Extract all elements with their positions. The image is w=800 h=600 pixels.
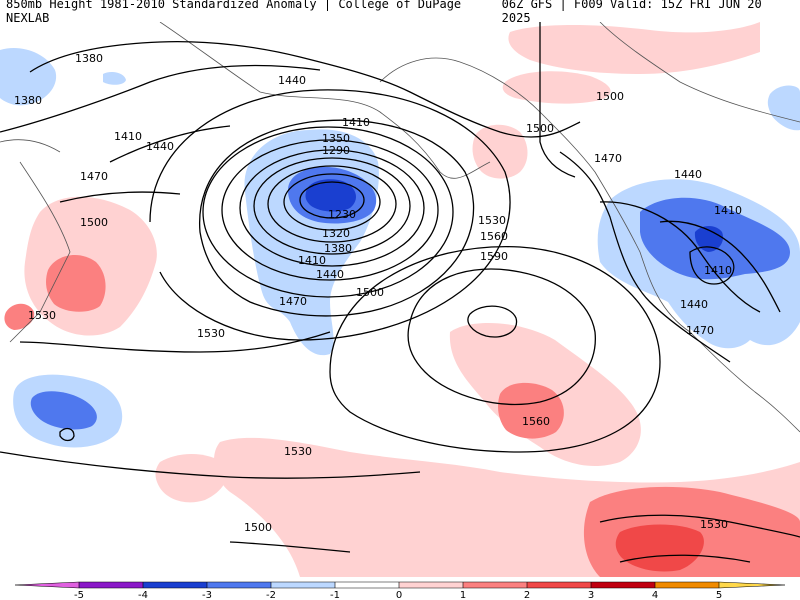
colorbar-swatch — [143, 582, 207, 588]
contour-label: 1440 — [316, 268, 344, 281]
colorbar-tick-label: 3 — [588, 590, 594, 600]
contour-label: 1590 — [480, 250, 508, 263]
colorbar-swatch — [591, 582, 655, 588]
map-header: 850mb Height 1981-2010 Standardized Anom… — [0, 0, 800, 25]
contour-label: 1560 — [480, 230, 508, 243]
pos-anomaly-subtropical-core — [498, 382, 564, 439]
pos-anomaly-west-pacific-core — [46, 255, 106, 312]
contour-label: 1470 — [686, 324, 714, 337]
colorbar-swatch — [335, 582, 399, 588]
pos-anomaly-gulf-alaska — [472, 124, 528, 179]
contour-label: 1320 — [322, 227, 350, 240]
colorbar-tick-label: 1 — [460, 590, 466, 600]
colorbar-tick-label: 5 — [716, 590, 722, 600]
map-canvas: 1380 1380 1440 1410 1440 1470 1410 1350 … — [0, 22, 800, 577]
pos-anomaly-japan — [4, 303, 35, 330]
contour-label: 1530 — [197, 327, 225, 340]
colorbar-cap-right — [719, 582, 785, 588]
colorbar-ticks: -5 -4 -3 -2 -1 0 1 2 3 4 5 — [74, 582, 722, 600]
contour-label: 1350 — [322, 132, 350, 145]
colorbar-tick-label: -5 — [74, 590, 84, 600]
neg-anomaly-southwest-core — [30, 391, 97, 430]
contour-label: 1230 — [328, 208, 356, 221]
contour-label: 1410 — [704, 264, 732, 277]
contour-label: 1380 — [324, 242, 352, 255]
colorbar-tick-label: -3 — [202, 590, 212, 600]
contour-label: 1380 — [75, 52, 103, 65]
neg-anomaly-pacific-low — [244, 129, 379, 356]
colorbar-swatch — [463, 582, 527, 588]
anomaly-colorbar: -5 -4 -3 -2 -1 0 1 2 3 4 5 — [0, 577, 800, 600]
contour-label: 1500 — [596, 90, 624, 103]
contour-label: 1440 — [680, 298, 708, 311]
contour-label: 1440 — [278, 74, 306, 87]
contour-label: 1500 — [526, 122, 554, 135]
contour-label: 1440 — [146, 140, 174, 153]
colorbar-tick-label: 2 — [524, 590, 530, 600]
contour-label: 1470 — [594, 152, 622, 165]
colorbar-swatch — [271, 582, 335, 588]
colorbar-swatch — [399, 582, 463, 588]
neg-anomaly-west-edge-2 — [103, 72, 126, 85]
neg-anomaly-west-edge — [0, 48, 57, 106]
contour-label: 1530 — [478, 214, 506, 227]
contour-labels: 1380 1380 1440 1410 1440 1470 1410 1350 … — [14, 52, 742, 534]
contour-label: 1530 — [284, 445, 312, 458]
colorbar-swatch — [527, 582, 591, 588]
colorbar-svg: -5 -4 -3 -2 -1 0 1 2 3 4 5 — [14, 581, 786, 600]
neg-anomaly-pacific-low-inner — [305, 179, 357, 212]
contour-label: 1410 — [714, 204, 742, 217]
colorbar-swatch — [207, 582, 271, 588]
map-title: 850mb Height 1981-2010 Standardized Anom… — [6, 0, 462, 25]
contour-label: 1530 — [28, 309, 56, 322]
contour-label: 1410 — [114, 130, 142, 143]
anomaly-map: 1380 1380 1440 1410 1440 1470 1410 1350 … — [0, 22, 800, 577]
pos-anomaly-southern-band-2 — [155, 453, 228, 503]
contour-label: 1410 — [298, 254, 326, 267]
contour-label: 1470 — [80, 170, 108, 183]
pos-anomaly-north-center — [502, 71, 611, 104]
pos-anomaly-north-coast — [508, 22, 760, 74]
colorbar-swatch — [79, 582, 143, 588]
colorbar-tick-label: 4 — [652, 590, 658, 600]
colorbar-cap-left — [15, 582, 79, 588]
height-contours — [0, 22, 800, 563]
colorbar-tick-label: -4 — [138, 590, 148, 600]
contour-label: 1500 — [244, 521, 272, 534]
contour-label: 1530 — [700, 518, 728, 531]
colorbar-swatch — [655, 582, 719, 588]
contour-label: 1440 — [674, 168, 702, 181]
model-run-info: 06Z GFS | F009 Valid: 15Z FRI JUN 20 202… — [501, 0, 762, 25]
colorbar-tick-label: -2 — [266, 590, 276, 600]
colorbar-tick-label: -1 — [330, 590, 340, 600]
contour-label: 1290 — [322, 144, 350, 157]
pos-anomaly-southeast-core — [615, 524, 704, 572]
contour-label: 1410 — [342, 116, 370, 129]
contour-label: 1500 — [356, 286, 384, 299]
contour-label: 1470 — [279, 295, 307, 308]
neg-anomaly-west-na-inner — [694, 226, 724, 252]
neg-anomaly-west-na-east — [767, 85, 800, 131]
contour-label: 1560 — [522, 415, 550, 428]
contour-label: 1380 — [14, 94, 42, 107]
colorbar-tick-label: 0 — [396, 590, 402, 600]
contour-label: 1500 — [80, 216, 108, 229]
